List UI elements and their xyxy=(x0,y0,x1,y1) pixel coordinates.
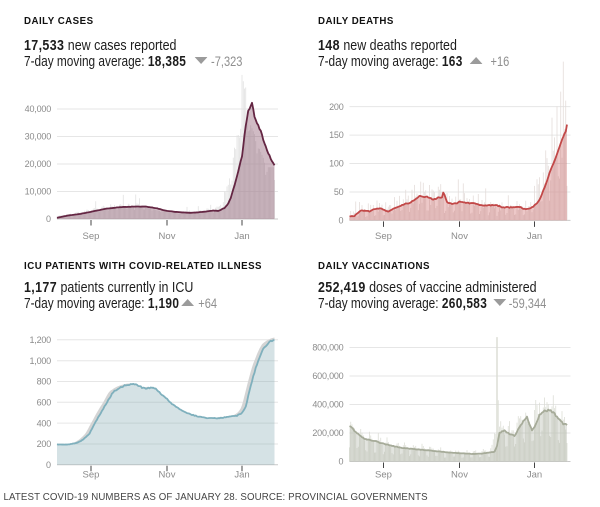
svg-text:0: 0 xyxy=(46,214,51,224)
svg-text:0: 0 xyxy=(338,216,343,226)
svg-text:20,000: 20,000 xyxy=(25,159,52,169)
svg-text:0: 0 xyxy=(46,460,51,470)
svg-text:100: 100 xyxy=(329,159,344,169)
svg-text:400: 400 xyxy=(37,418,52,428)
svg-text:200: 200 xyxy=(329,102,344,112)
svg-text:50: 50 xyxy=(334,187,344,197)
svg-text:1,200: 1,200 xyxy=(29,335,51,345)
svg-text:Jan: Jan xyxy=(234,231,249,242)
svg-text:400,000: 400,000 xyxy=(312,400,343,410)
svg-text:200,000: 200,000 xyxy=(312,428,343,438)
svg-text:Sep: Sep xyxy=(83,470,100,481)
svg-text:800: 800 xyxy=(37,377,52,387)
svg-text:Sep: Sep xyxy=(375,470,392,481)
svg-text:40,000: 40,000 xyxy=(25,104,52,114)
svg-text:Sep: Sep xyxy=(375,231,392,242)
svg-text:Nov: Nov xyxy=(451,470,468,481)
svg-text:Jan: Jan xyxy=(234,470,249,481)
svg-text:Jan: Jan xyxy=(527,470,542,481)
svg-text:600: 600 xyxy=(37,398,52,408)
svg-text:Jan: Jan xyxy=(527,231,542,242)
svg-text:150: 150 xyxy=(329,130,344,140)
svg-text:800,000: 800,000 xyxy=(312,343,343,353)
svg-text:Nov: Nov xyxy=(159,231,176,242)
svg-text:Sep: Sep xyxy=(83,231,100,242)
svg-text:600,000: 600,000 xyxy=(312,371,343,381)
svg-text:200: 200 xyxy=(37,439,52,449)
svg-text:Nov: Nov xyxy=(159,470,176,481)
svg-text:10,000: 10,000 xyxy=(25,187,52,197)
svg-text:0: 0 xyxy=(338,457,343,467)
svg-text:30,000: 30,000 xyxy=(25,132,52,142)
svg-text:Nov: Nov xyxy=(451,231,468,242)
svg-text:1,000: 1,000 xyxy=(29,356,51,366)
